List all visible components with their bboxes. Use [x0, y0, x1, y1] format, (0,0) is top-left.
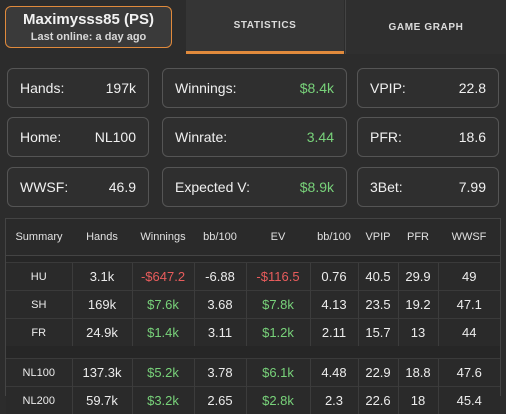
stat-card-home: Home: NL100 — [7, 117, 149, 157]
table-cell: $5.2k — [132, 359, 194, 387]
table-cell: $1.4k — [132, 319, 194, 347]
table-cell: $7.8k — [246, 291, 310, 319]
stat-value: NL100 — [95, 129, 136, 145]
stat-value: $8.4k — [300, 80, 334, 96]
stat-label: VPIP: — [370, 80, 406, 96]
table-cell: 29.9 — [398, 263, 438, 291]
table-cell: 0.76 — [310, 263, 358, 291]
stat-card-wwsf: WWSF: 46.9 — [7, 167, 149, 207]
table-cell: 13 — [398, 319, 438, 347]
column-header[interactable]: Hands — [72, 219, 132, 256]
column-header[interactable]: VPIP — [358, 219, 398, 256]
table-cell: $3.2k — [132, 387, 194, 414]
table-cell: 15.7 — [358, 319, 398, 347]
table-cell: 47.6 — [438, 359, 500, 387]
table-cell: 45.4 — [438, 387, 500, 414]
table-row[interactable]: FR 24.9k $1.4k 3.11 $1.2k 2.11 15.7 13 4… — [6, 319, 500, 347]
stat-value: 46.9 — [109, 179, 136, 195]
stat-value: 7.99 — [459, 179, 486, 195]
table-cell: 2.3 — [310, 387, 358, 414]
stat-value: 197k — [106, 80, 136, 96]
column-header[interactable]: WWSF — [438, 219, 500, 256]
table-cell: $2.8k — [246, 387, 310, 414]
stat-card-winrate: Winrate: 3.44 — [162, 117, 347, 157]
player-name: Maximysss85 (PS) — [6, 11, 171, 28]
table-row[interactable]: SH 169k $7.6k 3.68 $7.8k 4.13 23.5 19.2 … — [6, 291, 500, 319]
table-cell: 24.9k — [72, 319, 132, 347]
column-header[interactable]: Summary — [6, 219, 72, 256]
stat-value: 3.44 — [307, 129, 334, 145]
table-cell: 18.8 — [398, 359, 438, 387]
stat-card-hands: Hands: 197k — [7, 68, 149, 108]
table-cell: 44 — [438, 319, 500, 347]
table-cell: 3.68 — [194, 291, 246, 319]
table-cell: $7.6k — [132, 291, 194, 319]
player-info-box: Maximysss85 (PS) Last online: a day ago — [5, 6, 172, 48]
row-label: NL200 — [6, 387, 72, 414]
last-online-status: Last online: a day ago — [6, 31, 171, 43]
stat-value: 22.8 — [459, 80, 486, 96]
row-label: HU — [6, 263, 72, 291]
spacer-row — [6, 256, 500, 263]
table-cell: 47.1 — [438, 291, 500, 319]
stat-card-vpip: VPIP: 22.8 — [357, 68, 499, 108]
row-label: NL100 — [6, 359, 72, 387]
stat-label: Winnings: — [175, 80, 236, 96]
stat-value: 18.6 — [459, 129, 486, 145]
stat-label: Winrate: — [175, 129, 227, 145]
column-header[interactable]: bb/100 — [310, 219, 358, 256]
row-label: FR — [6, 319, 72, 347]
row-label: SH — [6, 291, 72, 319]
stat-label: Expected V: — [175, 179, 250, 195]
table-cell: 22.6 — [358, 387, 398, 414]
column-header[interactable]: Winnings — [132, 219, 194, 256]
stat-label: Hands: — [20, 80, 64, 96]
stat-card-pfr: PFR: 18.6 — [357, 117, 499, 157]
table-cell: 3.11 — [194, 319, 246, 347]
column-header[interactable]: EV — [246, 219, 310, 256]
table-header-row: Summary Hands Winnings bb/100 EV bb/100 … — [6, 219, 500, 256]
column-header[interactable]: PFR — [398, 219, 438, 256]
table-row[interactable]: NL200 59.7k $3.2k 2.65 $2.8k 2.3 22.6 18… — [6, 387, 500, 414]
summary-table: Summary Hands Winnings bb/100 EV bb/100 … — [5, 218, 501, 396]
table-cell: 18 — [398, 387, 438, 414]
table-cell: 59.7k — [72, 387, 132, 414]
stat-card-3bet: 3Bet: 7.99 — [357, 167, 499, 207]
stat-label: WWSF: — [20, 179, 68, 195]
table-cell: 23.5 — [358, 291, 398, 319]
table-cell: 49 — [438, 263, 500, 291]
tab-statistics[interactable]: STATISTICS — [186, 0, 344, 54]
header: Maximysss85 (PS) Last online: a day ago … — [0, 0, 506, 58]
stat-label: 3Bet: — [370, 179, 403, 195]
table-cell: -$647.2 — [132, 263, 194, 291]
table-cell: 40.5 — [358, 263, 398, 291]
stat-card-winnings: Winnings: $8.4k — [162, 68, 347, 108]
table-cell: 2.65 — [194, 387, 246, 414]
stat-value: $8.9k — [300, 179, 334, 195]
table-cell: -6.88 — [194, 263, 246, 291]
table-cell: $6.1k — [246, 359, 310, 387]
stat-card-expected-value: Expected V: $8.9k — [162, 167, 347, 207]
table-row[interactable]: NL100 137.3k $5.2k 3.78 $6.1k 4.48 22.9 … — [6, 359, 500, 387]
table-cell: 137.3k — [72, 359, 132, 387]
table-cell: 169k — [72, 291, 132, 319]
stat-label: Home: — [20, 129, 61, 145]
table-cell: 3.78 — [194, 359, 246, 387]
stat-label: PFR: — [370, 129, 402, 145]
table-cell: 4.13 — [310, 291, 358, 319]
column-header[interactable]: bb/100 — [194, 219, 246, 256]
tab-game-graph[interactable]: GAME GRAPH — [345, 0, 506, 54]
table-cell: -$116.5 — [246, 263, 310, 291]
table-row[interactable]: HU 3.1k -$647.2 -6.88 -$116.5 0.76 40.5 … — [6, 263, 500, 291]
table-cell: 22.9 — [358, 359, 398, 387]
table-cell: 4.48 — [310, 359, 358, 387]
table-cell: 19.2 — [398, 291, 438, 319]
table-cell: $1.2k — [246, 319, 310, 347]
table-cell: 3.1k — [72, 263, 132, 291]
spacer-row — [6, 346, 500, 359]
table-cell: 2.11 — [310, 319, 358, 347]
